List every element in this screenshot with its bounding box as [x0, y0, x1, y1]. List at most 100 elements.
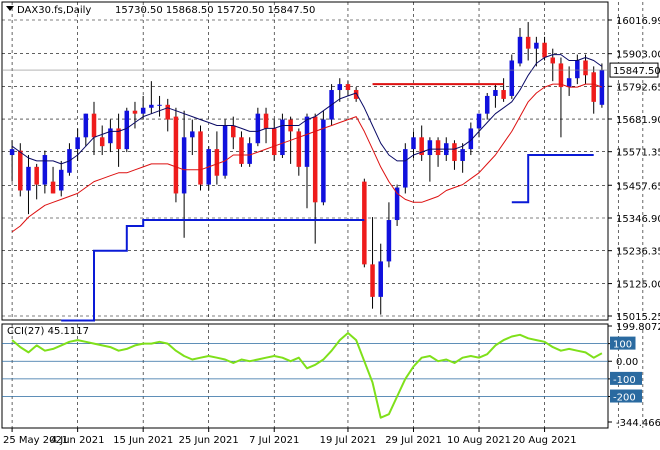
current-price-label: 15847.50 [613, 66, 660, 77]
support-step-line [61, 219, 365, 322]
bear-candle [419, 137, 424, 156]
date-tick-label: 4 Jun 2021 [51, 435, 105, 446]
cci-tick-label: -200 [613, 393, 636, 404]
bull-candle [26, 166, 31, 191]
bear-candle [452, 143, 457, 161]
bull-candle [394, 187, 400, 221]
bear-candle [501, 90, 506, 99]
bull-candle [509, 60, 515, 96]
bear-candle [558, 63, 564, 88]
price-grid [1, 1, 644, 321]
bear-candle [525, 36, 531, 49]
price-tick-label: 15681.90 [616, 115, 660, 126]
bear-candle [263, 113, 269, 129]
bull-candle [386, 220, 392, 262]
cci-tick-label: 0.00 [616, 357, 638, 368]
price-tick-label: 15015.25 [616, 312, 660, 323]
bear-candle [239, 137, 244, 164]
bear-candle [198, 131, 203, 185]
cci-level-tag [610, 371, 642, 385]
bull-candle [83, 113, 89, 138]
symbol-label: DAX30.fs,Daily [17, 5, 91, 16]
current-price-tag [609, 62, 659, 78]
moving-averages [11, 54, 603, 233]
cci-tick-label: 100 [613, 340, 632, 351]
cci-pane-frame [1, 323, 609, 429]
bull-candle [460, 149, 465, 161]
bear-candle [435, 140, 441, 156]
support-resistance-lines [61, 83, 594, 322]
cci-tick-label: -344.4667 [616, 418, 660, 429]
date-tick-label: 25 Jun 2021 [179, 435, 239, 446]
bear-candle [271, 128, 277, 156]
bear-candle [345, 84, 351, 91]
bear-candle [50, 181, 56, 194]
bull-candle [280, 119, 285, 156]
bull-candle [378, 261, 383, 297]
bull-candle [149, 104, 154, 108]
bear-candle [214, 149, 220, 176]
bull-candle [255, 113, 261, 144]
cci-level-tag [610, 389, 642, 403]
bull-candle [222, 125, 228, 176]
date-tick-label: 19 Jul 2021 [320, 435, 377, 446]
ma-slow-line [11, 83, 603, 233]
bear-candle [370, 264, 375, 297]
cci-series-line [11, 332, 603, 419]
bear-candle [165, 104, 170, 120]
price-tick-label: 15457.65 [616, 181, 660, 192]
bear-candle [591, 72, 596, 102]
bull-candle [484, 95, 490, 114]
bear-candle [173, 116, 179, 194]
bull-candle [304, 116, 310, 167]
bull-candle [42, 155, 48, 185]
bull-candle [493, 90, 498, 96]
bull-candle [9, 149, 15, 156]
bull-candle [575, 60, 580, 79]
triangle-down-icon [6, 6, 14, 11]
support-step-line-2 [511, 154, 594, 204]
bull-candle [468, 128, 474, 150]
date-tick-label: 7 Jul 2021 [249, 435, 299, 446]
bull-candle [247, 143, 252, 164]
bear-candle [91, 113, 97, 138]
date-tick-label: 20 Aug 2021 [513, 435, 577, 446]
bull-candle [108, 128, 113, 144]
bear-candle [550, 57, 556, 64]
price-tick-label: 15903.00 [616, 50, 660, 61]
price-tick-label: 15236.35 [616, 247, 660, 258]
bear-candle [312, 116, 318, 203]
bull-candle [157, 104, 162, 106]
bull-candle [427, 140, 433, 156]
bull-candle [476, 113, 482, 129]
date-tick-label: 15 Jun 2021 [113, 435, 173, 446]
bull-candle [534, 42, 539, 49]
price-tick-label: 15346.90 [616, 214, 660, 225]
cci-line [11, 332, 603, 419]
bull-candle [58, 169, 64, 191]
bear-candle [99, 137, 105, 147]
bear-candle [132, 110, 138, 114]
price-tick-label: 15125.00 [616, 280, 660, 291]
bull-candle [403, 149, 408, 188]
bull-candle [181, 137, 187, 194]
cci-level-tag [610, 336, 636, 350]
chart-header: DAX30.fs,Daily 15730.50 15868.50 15720.5… [6, 5, 315, 16]
bear-candle [18, 150, 23, 191]
bull-candle [75, 137, 80, 150]
bear-candle [231, 125, 236, 138]
bear-candle [34, 166, 39, 185]
price-tick-label: 15792.65 [616, 82, 660, 93]
date-tick-label: 29 Jul 2021 [385, 435, 442, 446]
cci-tick-label: -100 [613, 375, 636, 386]
bear-candle [353, 90, 359, 99]
price-tick-label: 16016.99 [616, 16, 660, 27]
bull-candle [337, 84, 343, 91]
price-tick-label: 15571.35 [616, 148, 660, 159]
ohlc-values: 15730.50 15868.50 15720.50 15847.50 [115, 5, 315, 16]
bear-candle [296, 131, 302, 167]
axes: 16016.99 15903.00 15792.65 15681.90 15571.35… [2, 16, 660, 446]
bear-candle [583, 60, 588, 76]
bull-candle [190, 131, 195, 138]
